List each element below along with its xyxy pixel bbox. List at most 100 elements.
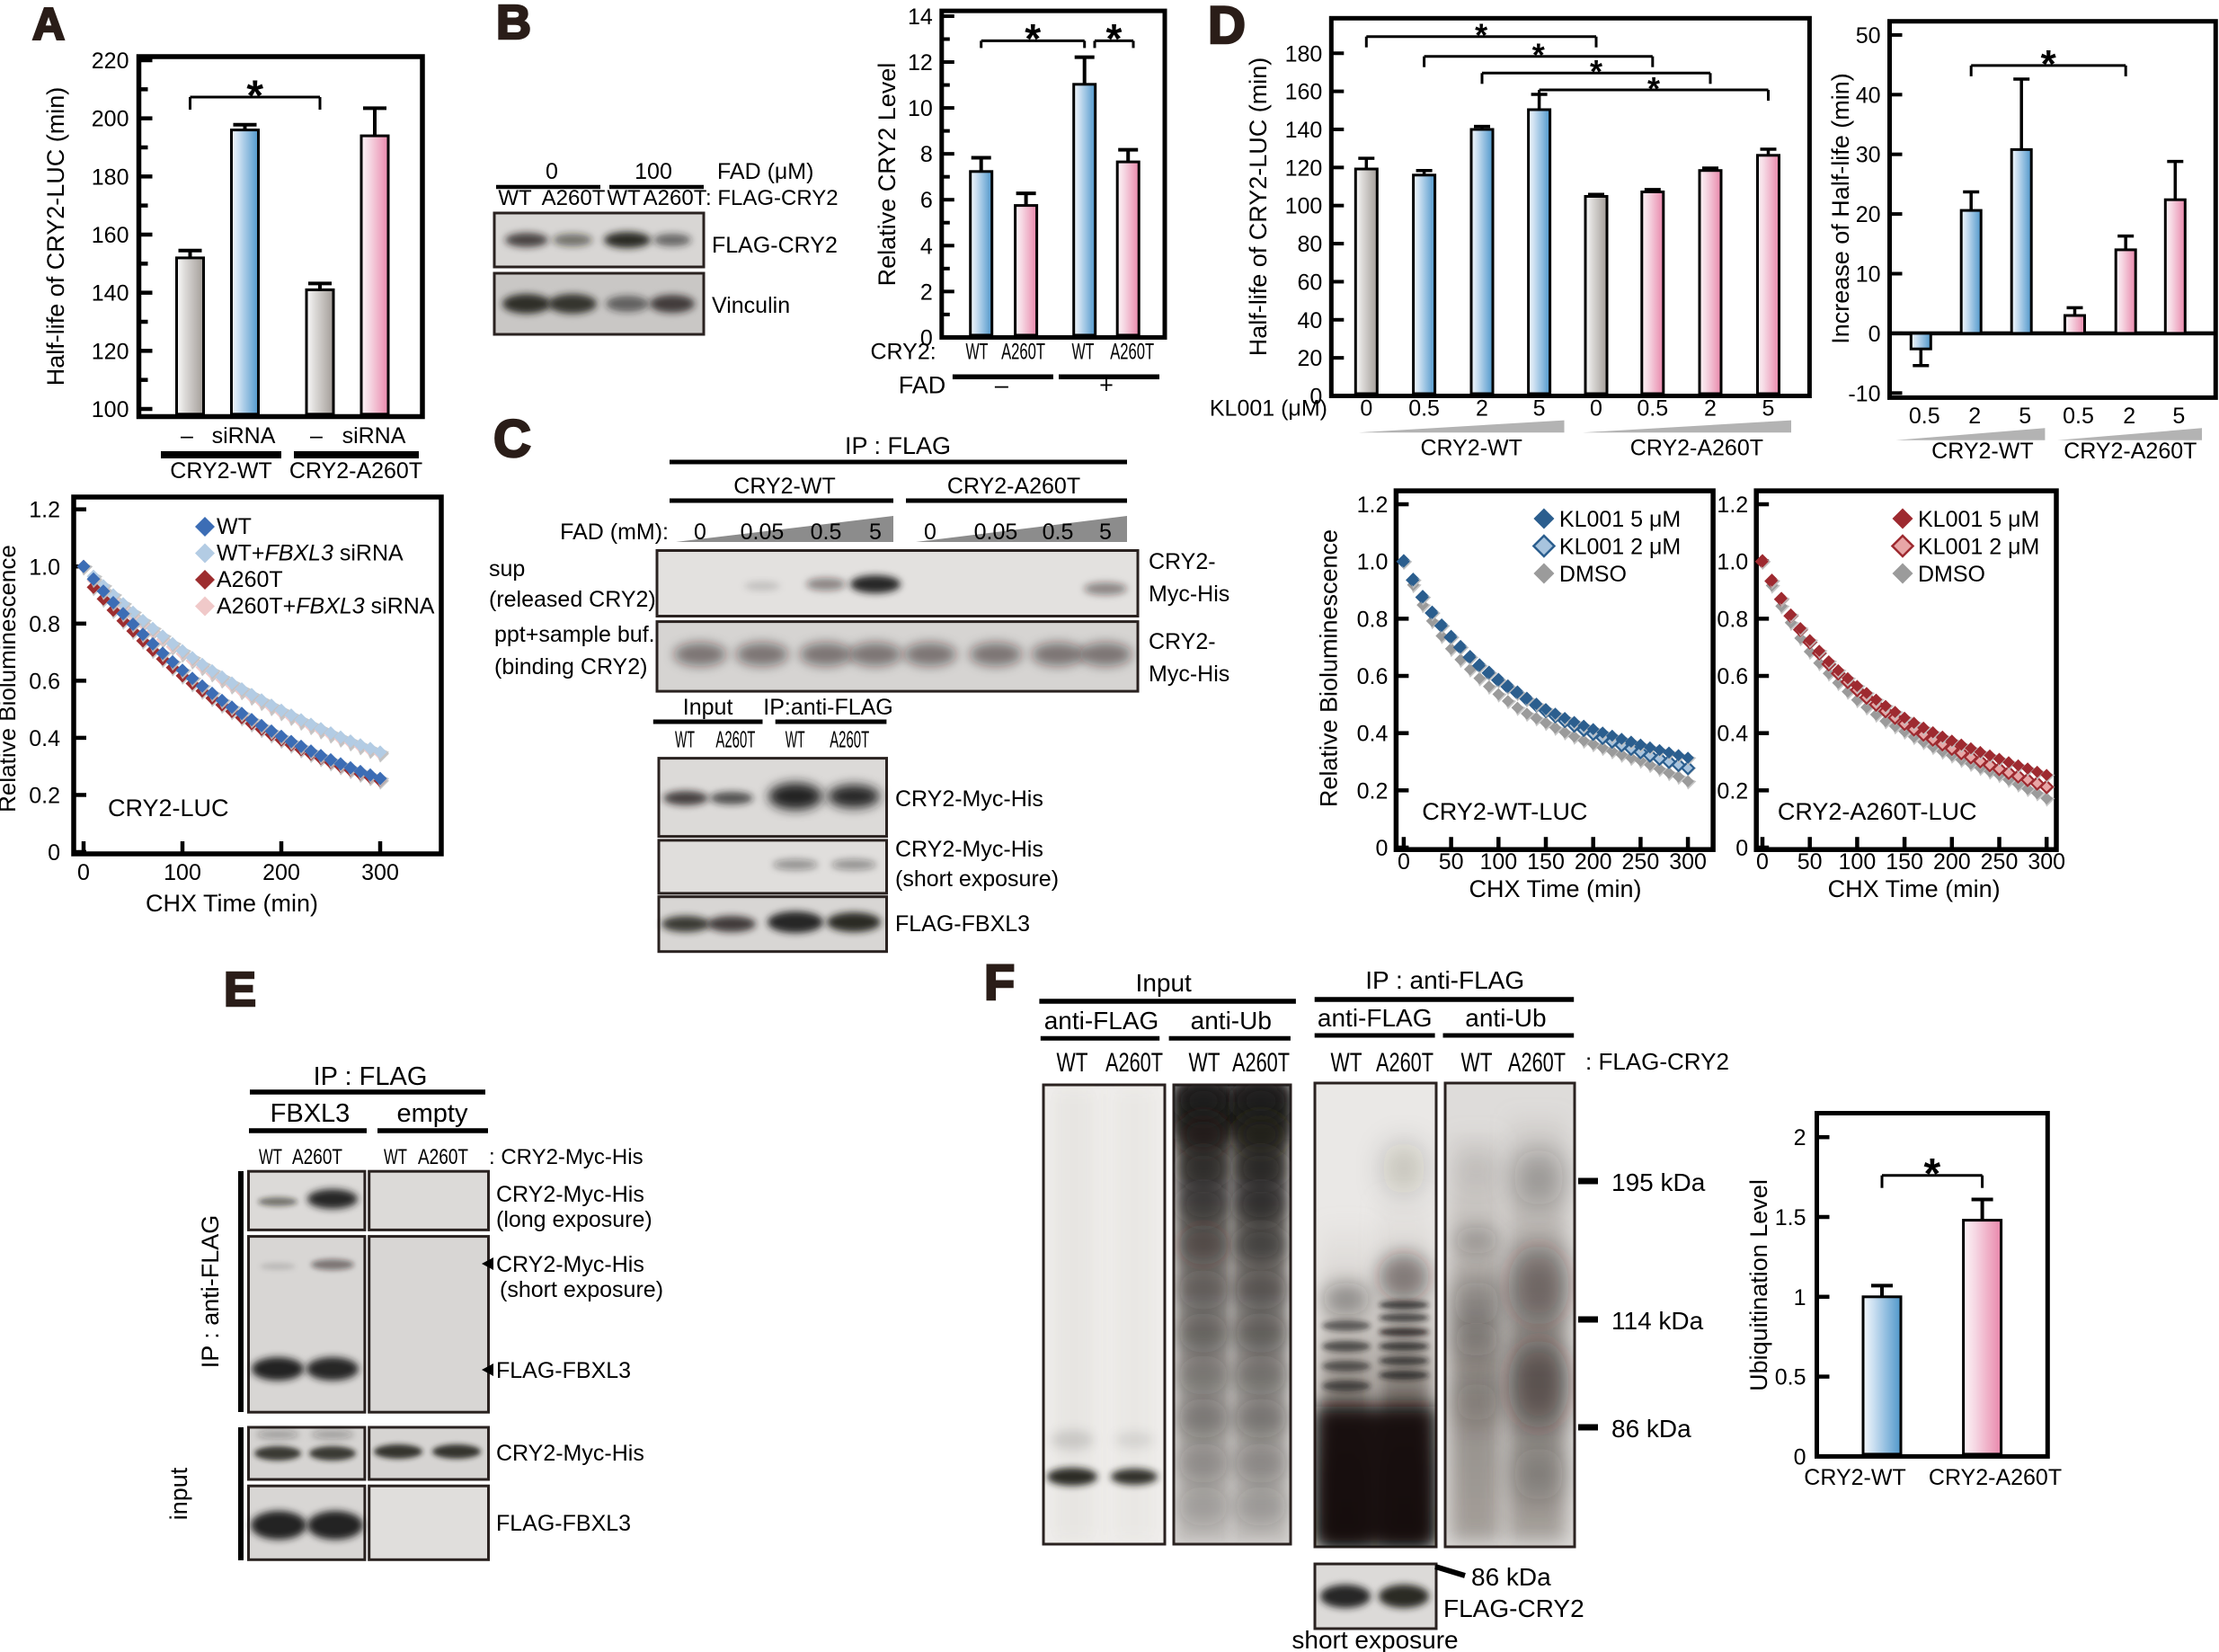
svg-text:0: 0 (546, 159, 558, 184)
svg-text:2: 2 (2123, 404, 2135, 429)
svg-text:1.0: 1.0 (1357, 550, 1389, 575)
svg-text:A260T: A260T (715, 726, 755, 753)
svg-text:5: 5 (1762, 396, 1775, 422)
svg-text:short exposure: short exposure (1291, 1626, 1458, 1652)
svg-text:0.4: 0.4 (1357, 722, 1389, 747)
svg-text:A260T: A260T (1105, 1048, 1163, 1078)
svg-text:A260T: A260T (644, 186, 707, 210)
svg-text:86 kDa: 86 kDa (1471, 1563, 1551, 1591)
svg-text:IP:anti-FLAG: IP:anti-FLAG (763, 695, 893, 720)
svg-text:CRY2-A260T: CRY2-A260T (1929, 1465, 2062, 1490)
svg-text:A260T+FBXL3 siRNA: A260T+FBXL3 siRNA (217, 594, 435, 619)
svg-text:0.5: 0.5 (1775, 1365, 1806, 1390)
svg-text:Half-life of CRY2-LUC (min): Half-life of CRY2-LUC (min) (42, 87, 69, 386)
svg-text:0.4: 0.4 (1717, 722, 1748, 747)
svg-text:100: 100 (164, 860, 201, 885)
svg-text:150: 150 (1527, 849, 1565, 875)
svg-text:200: 200 (1933, 849, 1971, 875)
svg-text:A260T: A260T (1376, 1048, 1433, 1078)
svg-text:114 kDa: 114 kDa (1611, 1307, 1704, 1335)
svg-text:0: 0 (1375, 836, 1388, 861)
svg-text:Relative Bioluminescence: Relative Bioluminescence (0, 545, 21, 813)
svg-text:50: 50 (1856, 23, 1881, 49)
svg-text:FBXL3: FBXL3 (271, 1099, 351, 1128)
svg-text:300: 300 (361, 860, 399, 885)
svg-text:CRY2-WT: CRY2-WT (1931, 439, 2033, 464)
svg-text:IP : FLAG: IP : FLAG (314, 1062, 428, 1091)
svg-text:200: 200 (1575, 849, 1612, 875)
svg-text:IP : FLAG: IP : FLAG (845, 432, 951, 459)
svg-text:E: E (224, 963, 256, 1017)
svg-text:Input: Input (1136, 969, 1192, 997)
svg-text:CRY2-A260T: CRY2-A260T (289, 458, 422, 484)
svg-text:120: 120 (1285, 155, 1323, 181)
svg-text:CRY2-WT-LUC: CRY2-WT-LUC (1422, 798, 1587, 825)
svg-text:150: 150 (1886, 849, 1923, 875)
svg-text:0: 0 (694, 520, 706, 545)
svg-text:WT: WT (217, 514, 252, 539)
svg-text:*: * (1923, 1150, 1940, 1198)
svg-text:WT: WT (786, 726, 805, 753)
svg-text:40: 40 (1297, 308, 1322, 333)
svg-text:(short exposure): (short exposure) (895, 866, 1059, 892)
svg-text:: CRY2-Myc-His: : CRY2-Myc-His (489, 1145, 644, 1169)
svg-text:CHX Time (min): CHX Time (min) (146, 890, 318, 917)
svg-text:DMSO: DMSO (1918, 562, 1985, 587)
svg-text:CRY2-A260T-LUC: CRY2-A260T-LUC (1778, 798, 1977, 825)
svg-text:: FLAG-CRY2: : FLAG-CRY2 (1585, 1048, 1729, 1075)
svg-text:0.5: 0.5 (1043, 520, 1074, 545)
svg-text:0: 0 (1794, 1444, 1806, 1470)
svg-text:0.4: 0.4 (29, 726, 60, 751)
svg-text:0.2: 0.2 (29, 783, 60, 808)
svg-text:0.8: 0.8 (1357, 607, 1389, 632)
svg-text:86 kDa: 86 kDa (1611, 1415, 1691, 1443)
svg-text:IP : anti-FLAG: IP : anti-FLAG (1365, 966, 1524, 994)
svg-text:250: 250 (1981, 849, 2019, 875)
svg-text:A260T: A260T (830, 726, 869, 753)
svg-text:anti-Ub: anti-Ub (1191, 1007, 1272, 1035)
svg-text:*: * (1475, 17, 1487, 54)
svg-text:1: 1 (1794, 1285, 1806, 1310)
svg-text:sup: sup (489, 556, 525, 582)
svg-text:WT: WT (1189, 1048, 1220, 1078)
svg-text:ppt+sample buf.: ppt+sample buf. (494, 622, 655, 647)
svg-text:6: 6 (920, 188, 933, 213)
svg-text:0: 0 (1590, 396, 1602, 422)
svg-text:FLAG-FBXL3: FLAG-FBXL3 (496, 1511, 631, 1536)
svg-text:: FLAG-CRY2: : FLAG-CRY2 (706, 186, 839, 210)
svg-text:F: F (984, 954, 1015, 1010)
svg-text:1.2: 1.2 (1717, 493, 1748, 518)
svg-text:A260T: A260T (1232, 1048, 1290, 1078)
svg-text:0.05: 0.05 (741, 520, 785, 545)
svg-text:180: 180 (92, 164, 129, 190)
svg-text:CRY2-: CRY2- (1149, 549, 1216, 574)
svg-text:0.5: 0.5 (1909, 404, 1940, 429)
svg-text:4: 4 (920, 234, 933, 259)
svg-text:WT: WT (498, 186, 532, 210)
svg-text:0: 0 (920, 325, 933, 351)
svg-text:100: 100 (92, 397, 129, 422)
svg-text:2: 2 (1476, 396, 1488, 422)
svg-text:10: 10 (1856, 262, 1881, 288)
svg-text:CHX Time (min): CHX Time (min) (1469, 875, 1642, 902)
svg-text:C: C (493, 410, 531, 468)
svg-text:CRY2-Myc-His: CRY2-Myc-His (895, 837, 1043, 862)
svg-text:WT: WT (607, 186, 641, 210)
svg-text:CRY2-A260T: CRY2-A260T (947, 474, 1080, 499)
svg-text:CRY2-LUC: CRY2-LUC (108, 795, 229, 822)
svg-text:0.2: 0.2 (1357, 778, 1389, 804)
svg-text:A260T: A260T (1508, 1048, 1566, 1078)
svg-text:30: 30 (1856, 143, 1881, 168)
svg-text:1.2: 1.2 (29, 498, 60, 523)
svg-text:0: 0 (1756, 849, 1769, 875)
svg-text:Vinculin: Vinculin (712, 293, 790, 318)
svg-text:FAD (mM):: FAD (mM): (560, 520, 669, 545)
svg-text:KL001 2 μM: KL001 2 μM (1918, 535, 2039, 560)
svg-text:FLAG-CRY2: FLAG-CRY2 (712, 233, 838, 258)
svg-text:14: 14 (908, 4, 933, 30)
svg-text:A260T: A260T (418, 1145, 468, 1169)
svg-text:160: 160 (92, 223, 129, 248)
svg-text:0: 0 (1309, 385, 1322, 410)
svg-text:Increase of Half-life (min): Increase of Half-life (min) (1827, 73, 1854, 344)
svg-text:10: 10 (908, 96, 933, 121)
